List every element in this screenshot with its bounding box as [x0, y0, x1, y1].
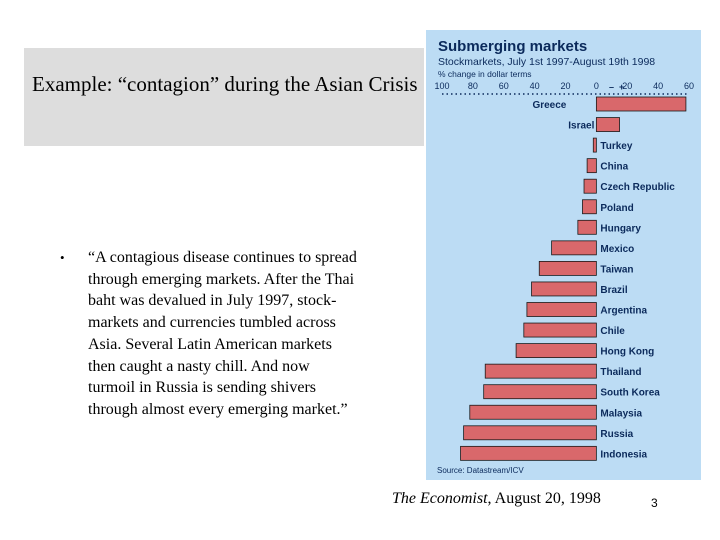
category-label: South Korea — [600, 388, 660, 399]
bar-greece — [595, 96, 687, 112]
bar-chile — [523, 322, 597, 338]
bar-poland — [582, 199, 597, 215]
chart-title: Submerging markets — [438, 38, 587, 55]
citation-date: , August 20, 1998 — [487, 490, 601, 507]
category-label: Israel — [568, 121, 594, 132]
category-label: Hungary — [600, 223, 641, 234]
bar-israel — [595, 117, 620, 132]
chart-unit-label: % change in dollar terms — [438, 69, 532, 79]
slide-title: Example: “contagion” during the Asian Cr… — [32, 72, 418, 96]
axis-minus-sign: – — [609, 82, 614, 92]
category-label: Argentina — [600, 306, 647, 317]
bar-china — [586, 158, 597, 174]
bar-russia — [463, 425, 597, 441]
tick-label: 80 — [468, 81, 478, 91]
tick-label: 20 — [560, 81, 570, 91]
bar-chart: Submerging markets Stockmarkets, July 1s… — [434, 38, 694, 461]
category-label: Russia — [600, 429, 633, 440]
bar-malaysia — [469, 404, 597, 420]
category-label: Mexico — [600, 244, 634, 255]
bar-turkey — [592, 137, 597, 153]
category-label: Malaysia — [600, 408, 642, 419]
category-label: Poland — [600, 203, 633, 214]
tick-label: 60 — [684, 81, 694, 91]
category-label: Turkey — [600, 141, 632, 152]
category-label: Hong Kong — [600, 347, 654, 358]
bar-czech-republic — [583, 178, 597, 194]
bar-mexico — [551, 240, 597, 256]
bar-argentina — [526, 302, 597, 317]
tick-label: 20 — [622, 81, 632, 91]
tick-label: 40 — [530, 81, 540, 91]
bar-taiwan — [538, 260, 597, 276]
bar-hong-kong — [515, 343, 597, 359]
page-number: 3 — [651, 496, 658, 510]
citation-publication: The Economist — [392, 490, 488, 507]
chart-panel: Submerging markets Stockmarkets, July 1s… — [426, 30, 701, 480]
category-label: Thailand — [600, 367, 641, 378]
bar-brazil — [531, 281, 597, 297]
category-label: Greece — [532, 100, 566, 111]
bar-south-korea — [483, 384, 597, 400]
bar-hungary — [577, 219, 597, 235]
axis-plus-sign: + — [619, 82, 624, 92]
tick-label: 40 — [653, 81, 663, 91]
category-label: Taiwan — [600, 264, 633, 275]
category-label: Chile — [600, 326, 625, 337]
bullet-marker: • — [60, 250, 65, 265]
bar-indonesia — [460, 445, 597, 461]
x-axis-ticks: 100 80 60 40 20 0 20 40 60 — [434, 81, 694, 95]
category-label: Czech Republic — [600, 182, 675, 193]
category-label: Indonesia — [600, 449, 647, 460]
chart-subtitle: Stockmarkets, July 1st 1997-August 19th … — [438, 56, 655, 68]
category-label: China — [600, 162, 628, 173]
bar-thailand — [484, 363, 597, 379]
tick-label: 100 — [434, 81, 449, 91]
tick-label: 0 — [594, 81, 599, 91]
tick-label: 60 — [499, 81, 509, 91]
title-box: Example: “contagion” during the Asian Cr… — [24, 48, 424, 146]
category-label: Brazil — [600, 285, 627, 296]
citation: The Economist, August 20, 1998 — [392, 490, 601, 508]
chart-source: Source: Datastream/ICV — [437, 466, 524, 475]
bullet-quote: “A contagious disease continues to sprea… — [88, 249, 357, 418]
